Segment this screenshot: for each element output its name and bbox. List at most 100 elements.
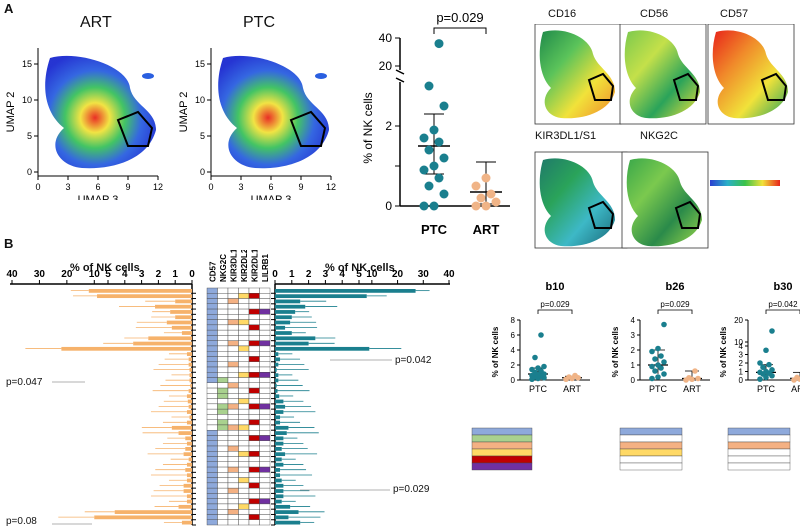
marker-cell bbox=[217, 403, 229, 410]
marker-cell bbox=[217, 366, 229, 373]
marker-cell bbox=[259, 519, 271, 526]
marker-cell bbox=[248, 445, 260, 452]
marker-cell bbox=[206, 372, 218, 378]
umap-density-blob bbox=[218, 55, 329, 169]
right-cluster-bar bbox=[275, 404, 286, 409]
left-cluster-bar bbox=[183, 452, 192, 457]
left-cluster-bar bbox=[190, 383, 192, 388]
marker-cell bbox=[248, 424, 260, 431]
legend-cell bbox=[727, 462, 791, 471]
marker-cell bbox=[248, 382, 260, 389]
small-significance-bracket bbox=[657, 309, 693, 314]
marker-cell bbox=[259, 345, 271, 352]
marker-cell bbox=[217, 393, 229, 399]
legend-cell bbox=[471, 448, 533, 457]
left-cluster-bar bbox=[178, 431, 192, 435]
marker-cell bbox=[206, 382, 218, 389]
marker-cell bbox=[217, 503, 229, 510]
panel-b-letter: B bbox=[4, 236, 14, 251]
left-cluster-bar bbox=[181, 331, 192, 335]
marker-cell bbox=[248, 429, 260, 436]
marker-cell bbox=[217, 329, 229, 336]
main-y-label: % of NK cells bbox=[361, 92, 375, 163]
small-x-tick-label: PTC bbox=[529, 384, 548, 394]
marker-cell bbox=[227, 298, 239, 304]
marker-cell bbox=[227, 335, 239, 341]
marker-cell bbox=[217, 335, 229, 341]
marker-cell bbox=[217, 414, 229, 420]
marker-cell bbox=[248, 519, 260, 526]
feature-density bbox=[626, 158, 702, 247]
left-cluster-bar bbox=[114, 510, 192, 514]
marker-cell bbox=[238, 466, 250, 473]
marker-cell bbox=[206, 340, 218, 347]
left-cluster-bar bbox=[148, 336, 192, 341]
right-cluster-bar bbox=[275, 315, 292, 320]
marker-cell bbox=[206, 445, 218, 452]
right-cluster-bar bbox=[275, 383, 277, 388]
marker-cell bbox=[227, 472, 239, 478]
marker-cell bbox=[238, 440, 250, 447]
feature-density bbox=[712, 30, 788, 119]
marker-cell bbox=[238, 387, 250, 394]
right-cluster-bar bbox=[275, 320, 291, 325]
marker-cell bbox=[238, 408, 250, 415]
marker-cell bbox=[217, 340, 229, 347]
marker-cell bbox=[238, 350, 250, 357]
left-cluster-bar bbox=[155, 304, 192, 309]
marker-cell bbox=[206, 498, 218, 505]
marker-cell bbox=[248, 324, 260, 331]
marker-cell bbox=[259, 424, 271, 431]
main-dot bbox=[429, 201, 439, 211]
marker-cell bbox=[206, 287, 218, 294]
marker-cell bbox=[206, 293, 218, 299]
left-cluster-bar bbox=[187, 399, 192, 404]
right-cluster-bar bbox=[275, 341, 309, 346]
marker-cell bbox=[217, 487, 229, 494]
marker-cell bbox=[248, 435, 260, 441]
small-x-tick-label: ART bbox=[563, 384, 581, 394]
small-dot bbox=[794, 374, 800, 381]
right-cluster-bar bbox=[275, 457, 282, 462]
left-cluster-bar bbox=[189, 373, 192, 378]
marker-cell bbox=[259, 429, 271, 436]
small-dot bbox=[649, 363, 655, 370]
marker-cell bbox=[227, 482, 239, 489]
legend-cell bbox=[471, 434, 533, 443]
left-cluster-bar bbox=[188, 457, 192, 462]
marker-cell bbox=[217, 419, 229, 426]
main-dot bbox=[424, 181, 434, 191]
marker-cell bbox=[238, 493, 250, 499]
marker-cell bbox=[206, 361, 218, 368]
right-cluster-bar bbox=[275, 462, 284, 467]
marker-cell bbox=[206, 345, 218, 352]
marker-cell bbox=[217, 461, 229, 468]
legend-cell bbox=[727, 455, 791, 464]
marker-cell bbox=[217, 324, 229, 331]
main-dot bbox=[434, 173, 444, 183]
marker-cell bbox=[206, 503, 218, 510]
umap-x-tick-label: 6 bbox=[268, 182, 273, 192]
main-dot bbox=[481, 201, 491, 211]
umap-y-tick-label: 5 bbox=[27, 131, 32, 141]
marker-cell bbox=[227, 466, 239, 473]
marker-cell bbox=[206, 482, 218, 489]
umap-art-title: ART bbox=[80, 14, 112, 31]
marker-cell bbox=[217, 377, 229, 383]
left-cluster-bar bbox=[188, 389, 192, 393]
umap-x-label: UMAP 3 bbox=[78, 194, 119, 200]
small-y-tick-label: 0 bbox=[511, 376, 516, 385]
small-y-tick-label: 1 bbox=[631, 361, 636, 370]
marker-cell bbox=[259, 472, 271, 478]
marker-cell bbox=[206, 440, 218, 447]
feature-title-cd56: CD56 bbox=[640, 8, 669, 20]
right-x-tick-label: 40 bbox=[443, 269, 455, 280]
small-dot bbox=[695, 375, 701, 382]
marker-cell bbox=[238, 482, 250, 489]
umap-y-tick-label: 15 bbox=[22, 59, 32, 69]
left-x-tick-label: 10 bbox=[89, 269, 101, 280]
small-dot bbox=[649, 375, 655, 382]
marker-cell bbox=[238, 293, 250, 299]
small-y-tick-label: 2 bbox=[511, 361, 516, 370]
main-axis-break bbox=[395, 77, 405, 83]
